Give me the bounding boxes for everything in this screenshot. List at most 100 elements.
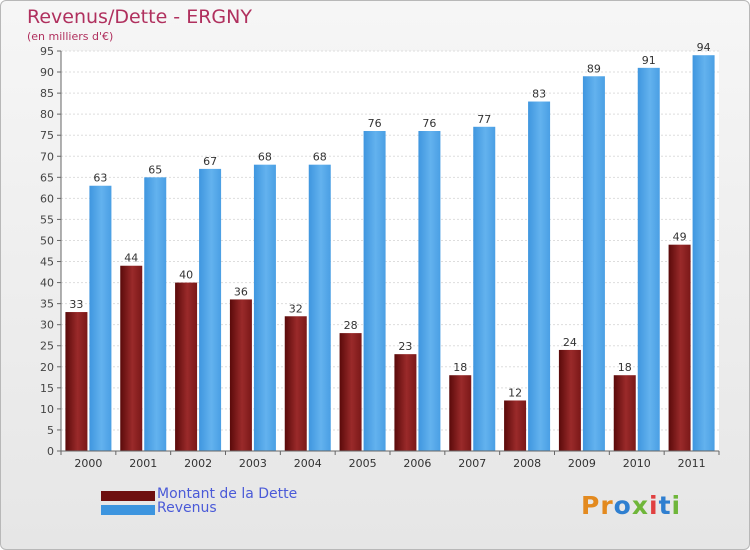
y-tick-label: 15 [40, 382, 54, 395]
y-tick-label: 70 [40, 150, 54, 163]
x-tick-label: 2010 [623, 457, 651, 470]
bar-revenus [253, 164, 276, 451]
y-tick-label: 90 [40, 66, 54, 79]
bar-dette [613, 375, 636, 451]
y-tick-label: 55 [40, 213, 54, 226]
bars [65, 55, 715, 452]
data-label: 44 [124, 252, 138, 265]
y-tick-label: 65 [40, 171, 54, 184]
bar-revenus [199, 168, 222, 452]
y-tick-label: 25 [40, 340, 54, 353]
data-label: 83 [532, 88, 546, 101]
logo-letter: i [671, 491, 682, 520]
logo-letter: r [600, 491, 614, 520]
x-tick-label: 2005 [349, 457, 377, 470]
legend-swatch-revenus [101, 505, 155, 515]
legend-swatch-dette [101, 491, 155, 501]
bar-revenus [637, 67, 660, 451]
bar-dette [229, 299, 252, 451]
data-label: 68 [258, 151, 272, 164]
y-tick-label: 80 [40, 108, 54, 121]
y-tick-label: 5 [47, 424, 54, 437]
data-label: 24 [563, 336, 577, 349]
bar-dette [284, 316, 307, 451]
bar-revenus [308, 164, 331, 451]
bar-dette [339, 333, 362, 451]
data-label: 40 [179, 269, 193, 282]
y-tick-label: 95 [40, 45, 54, 58]
logo-letter: i [649, 491, 659, 520]
y-tick-label: 40 [40, 277, 54, 290]
y-tick-label: 10 [40, 403, 54, 416]
data-label: 65 [148, 163, 162, 176]
x-tick-label: 2006 [403, 457, 431, 470]
data-label: 32 [289, 302, 303, 315]
y-tick-label: 20 [40, 361, 54, 374]
data-label: 12 [508, 386, 522, 399]
data-label: 36 [234, 285, 248, 298]
y-axis: 0 5 10 15 20 25 30 35 40 45 50 55 60 65 70 75 80 85 90 95 [40, 45, 62, 458]
data-label: 18 [618, 361, 632, 374]
proxiti-logo: Proxiti [581, 491, 681, 520]
x-tick-label: 2002 [184, 457, 212, 470]
bar-dette [120, 265, 143, 451]
data-label: 23 [398, 340, 412, 353]
bar-revenus [418, 131, 441, 451]
y-tick-label: 75 [40, 129, 54, 142]
data-label: 49 [673, 231, 687, 244]
bar-dette [558, 349, 581, 451]
bar-revenus [363, 131, 386, 451]
y-tick-label: 85 [40, 87, 54, 100]
logo-letter: x [631, 491, 649, 520]
data-label: 28 [344, 319, 358, 332]
bar-revenus [144, 177, 167, 451]
x-tick-label: 2000 [74, 457, 102, 470]
x-tick-label: 2003 [239, 457, 267, 470]
bar-dette [175, 282, 198, 451]
legend-label-revenus: Revenus [157, 500, 217, 516]
bar-revenus [89, 185, 112, 451]
y-tick-label: 35 [40, 298, 54, 311]
y-tick-label: 60 [40, 192, 54, 205]
data-label: 33 [69, 298, 83, 311]
y-tick-label: 0 [47, 445, 54, 458]
bar-dette [394, 354, 417, 451]
y-tick-label: 45 [40, 256, 54, 269]
x-tick-label: 2011 [678, 457, 706, 470]
bar-dette [65, 312, 88, 451]
x-tick-label: 2004 [294, 457, 322, 470]
bar-revenus [473, 126, 496, 451]
x-axis: 2000 2001 2002 2003 2004 2005 2006 2007 2008 2009… [60, 450, 720, 470]
data-label: 63 [93, 172, 107, 185]
x-tick-label: 2008 [513, 457, 541, 470]
plot-area [61, 51, 719, 451]
bar-dette [504, 400, 527, 451]
bar-dette [668, 244, 691, 451]
x-tick-label: 2007 [458, 457, 486, 470]
y-tick-label: 30 [40, 319, 54, 332]
data-label: 76 [422, 117, 436, 130]
logo-letter: P [581, 491, 601, 520]
chart-subtitle: (en milliers d'€) [27, 30, 114, 43]
bar-revenus [582, 76, 605, 452]
data-label: 67 [203, 155, 217, 168]
chart-title: Revenus/Dette - ERGNY [27, 6, 252, 28]
logo-letter: o [613, 491, 632, 520]
y-tick-label: 50 [40, 234, 54, 247]
data-label: 94 [697, 41, 711, 54]
x-tick-label: 2001 [129, 457, 157, 470]
gridlines [61, 50, 719, 452]
data-label: 76 [368, 117, 382, 130]
data-label: 68 [313, 151, 327, 164]
bar-revenus [692, 55, 715, 452]
data-label: 89 [587, 62, 601, 75]
bar-revenus [528, 101, 551, 452]
x-tick-label: 2009 [568, 457, 596, 470]
data-label: 18 [453, 361, 467, 374]
bar-dette [449, 375, 472, 451]
data-label: 77 [477, 113, 491, 126]
data-labels: 33 63 44 65 40 67 36 68 32 68 28 76 23 76 18 77 12 83 24 89… [69, 41, 710, 399]
logo-letter: t [658, 491, 672, 520]
